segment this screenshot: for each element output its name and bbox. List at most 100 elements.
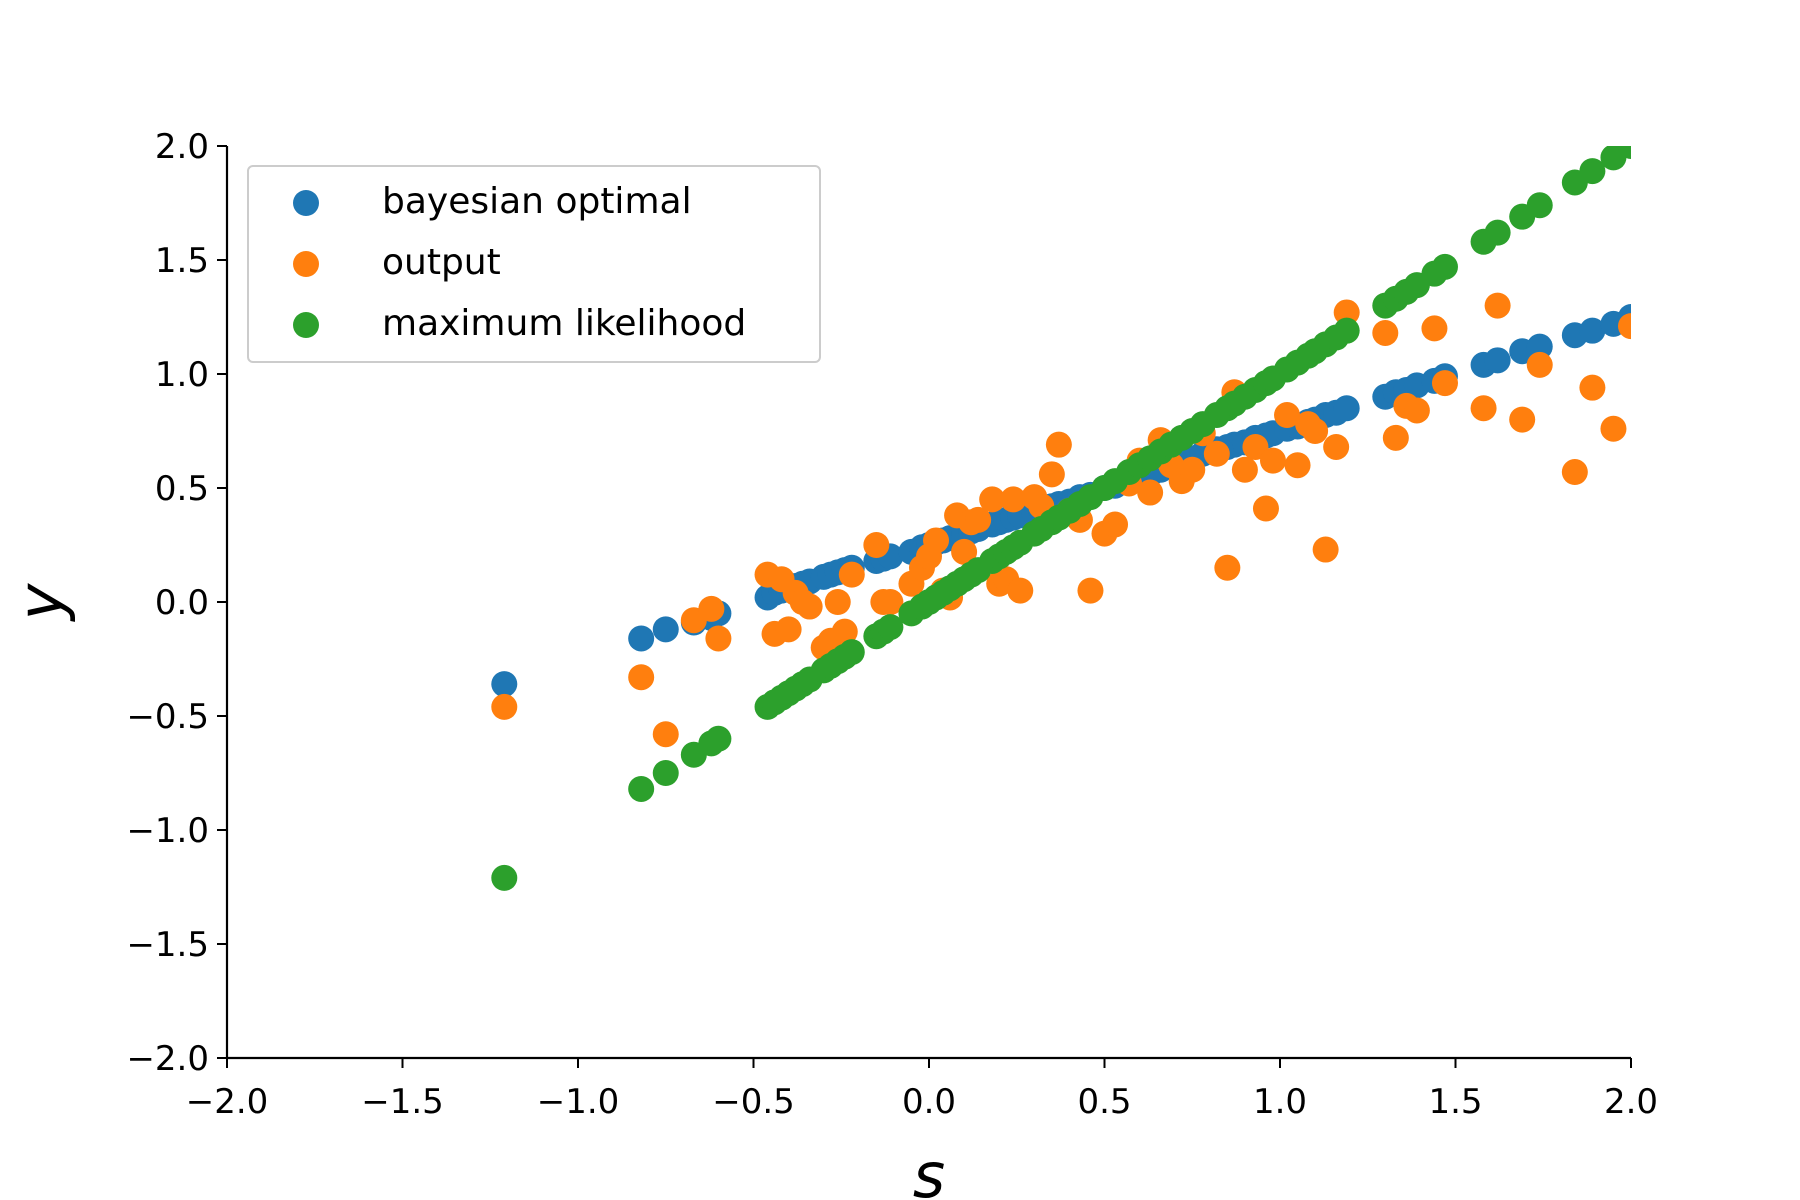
- x-tick-label: 0.0: [902, 1082, 956, 1122]
- maximum-likelihood-point: [628, 775, 655, 802]
- maximum-likelihood-point: [705, 725, 732, 752]
- x-tick-label: −0.5: [712, 1082, 795, 1122]
- output-point: [1045, 431, 1072, 458]
- output-point: [1284, 452, 1311, 479]
- y-tick-label: 0.0: [155, 583, 209, 623]
- bayesian-optimal-point: [1579, 317, 1606, 344]
- legend-marker-maximum-likelihood: [293, 312, 319, 338]
- output-point: [1179, 456, 1206, 483]
- output-point: [1403, 397, 1430, 424]
- x-tick-label: 1.0: [1253, 1082, 1307, 1122]
- maximum-likelihood-point: [1431, 253, 1458, 280]
- x-axis-title: s: [913, 1139, 945, 1200]
- output-point: [824, 589, 851, 615]
- x-tick-label: −2.0: [186, 1082, 269, 1122]
- legend-marker-output: [293, 251, 319, 277]
- output-point: [1333, 299, 1360, 326]
- output-point: [1252, 495, 1279, 522]
- output-point: [1302, 418, 1329, 444]
- maximum-likelihood-point: [652, 760, 679, 786]
- output-point: [1312, 536, 1339, 563]
- output-point: [1000, 486, 1027, 513]
- output-point: [1007, 577, 1034, 604]
- output-point: [1242, 433, 1269, 460]
- maximum-likelihood-point: [838, 639, 865, 666]
- output-point: [863, 532, 890, 558]
- y-tick-label: −0.5: [126, 697, 209, 737]
- bayesian-optimal-point: [652, 616, 679, 643]
- x-axis-ticks: −2.0 −1.5 −1.0 −0.5 0.0 0.5 1.0 1.5 2.0: [186, 1058, 1658, 1122]
- output-point: [1382, 424, 1409, 451]
- output-point: [1470, 395, 1497, 422]
- output-point: [1203, 440, 1230, 467]
- data-points: [491, 146, 1631, 891]
- output-point: [965, 506, 992, 533]
- output-point: [951, 538, 978, 565]
- output-point: [1214, 554, 1241, 581]
- y-tick-label: −2.0: [126, 1039, 209, 1079]
- output-point: [1431, 370, 1458, 397]
- output-point: [1561, 459, 1588, 486]
- y-tick-label: 2.0: [155, 127, 209, 167]
- y-tick-label: −1.5: [126, 925, 209, 965]
- output-point: [831, 618, 858, 645]
- output-point: [705, 625, 732, 652]
- output-point: [652, 721, 679, 748]
- output-point: [1077, 577, 1104, 604]
- output-point: [1509, 406, 1536, 433]
- x-tick-label: 0.5: [1077, 1082, 1131, 1122]
- y-tick-label: 1.0: [155, 355, 209, 395]
- x-tick-label: 2.0: [1604, 1082, 1658, 1122]
- x-tick-label: −1.5: [361, 1082, 444, 1122]
- output-point: [1421, 315, 1448, 342]
- output-point: [1274, 402, 1301, 429]
- y-tick-label: 1.5: [155, 241, 209, 281]
- legend-label-maximum-likelihood: maximum likelihood: [382, 303, 746, 344]
- output-point: [1579, 374, 1606, 401]
- bayesian-optimal-point: [1484, 347, 1511, 374]
- maximum-likelihood-point: [1484, 219, 1511, 246]
- output-point: [796, 593, 823, 620]
- output-point: [1526, 351, 1553, 378]
- maximum-likelihood-point: [877, 614, 904, 641]
- legend-label-bayesian-optimal: bayesian optimal: [382, 181, 692, 222]
- output-point: [1484, 292, 1511, 319]
- output-point: [1618, 313, 1631, 340]
- output-point: [877, 589, 904, 615]
- output-point: [1038, 461, 1065, 488]
- maximum-likelihood-point: [491, 864, 518, 891]
- bayesian-optimal-point: [491, 671, 518, 698]
- y-axis-ticks: −2.0 −1.5 −1.0 −0.5 0.0 0.5 1.0 1.5 2.0: [126, 127, 227, 1079]
- bayesian-optimal-point: [1333, 395, 1360, 422]
- legend-box: [247, 165, 821, 363]
- output-point: [1372, 319, 1399, 346]
- output-point: [1323, 433, 1350, 460]
- y-axis-title: y: [4, 582, 77, 622]
- y-tick-label: 0.5: [155, 469, 209, 509]
- x-tick-label: −1.0: [537, 1082, 620, 1122]
- legend-label-output: output: [382, 242, 501, 283]
- maximum-likelihood-point: [1618, 146, 1631, 159]
- maximum-likelihood-point: [1579, 158, 1606, 185]
- bayesian-optimal-point: [628, 625, 655, 652]
- output-point: [1231, 456, 1258, 483]
- output-point: [1600, 415, 1627, 442]
- y-tick-label: −1.0: [126, 811, 209, 851]
- output-point: [491, 693, 518, 720]
- x-tick-label: 1.5: [1428, 1082, 1482, 1122]
- bayesian-optimal-point: [1526, 333, 1553, 360]
- output-point: [979, 486, 1006, 513]
- legend-marker-bayesian-optimal: [293, 190, 319, 216]
- output-point: [923, 527, 950, 554]
- output-point: [698, 595, 725, 622]
- maximum-likelihood-point: [1526, 192, 1553, 219]
- legend: bayesian optimal output maximum likeliho…: [247, 165, 821, 363]
- output-point: [838, 561, 865, 588]
- output-point: [628, 664, 655, 691]
- output-point: [775, 616, 802, 643]
- output-point: [1137, 479, 1164, 506]
- output-point: [1102, 511, 1129, 538]
- maximum-likelihood-point: [1333, 317, 1360, 344]
- output-point: [1259, 447, 1286, 474]
